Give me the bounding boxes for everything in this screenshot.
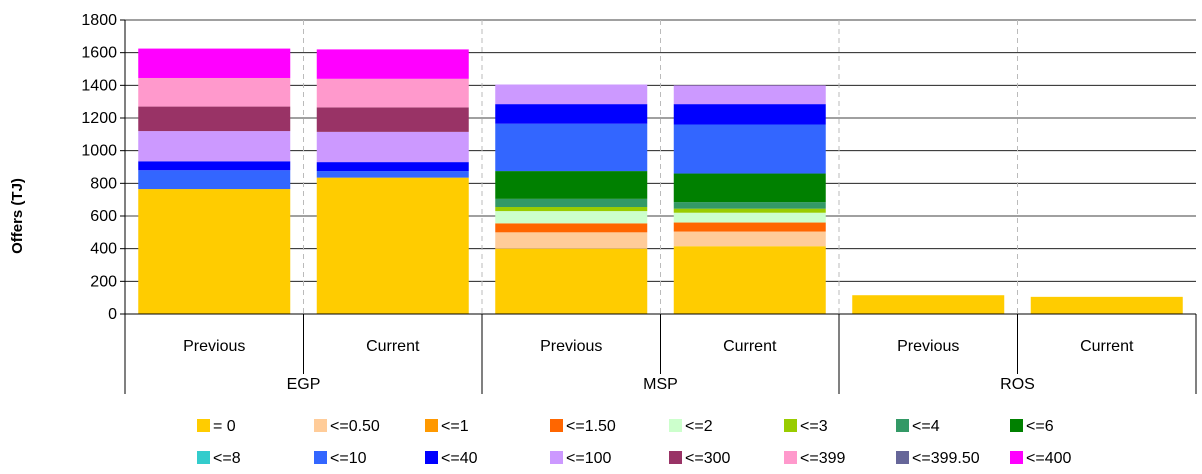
bar-segment [673,173,826,203]
legend-swatch [550,451,563,464]
legend-swatch [896,419,909,432]
y-tick-label: 800 [90,175,117,192]
legend-swatch [550,419,563,432]
category-label: Previous [183,338,245,355]
bar-segment [495,198,648,208]
y-tick-labels: 0 200 400 600 800 1000 1200 1400 1600 1800 [81,12,117,323]
legend-label: <=10 [330,450,367,467]
y-tick-label: 1200 [81,110,117,127]
group-labels: EGP MSP ROS [287,376,1035,393]
bar-segment [673,104,826,125]
bar-segment [316,131,469,163]
legend-swatch [896,451,909,464]
legend-swatch [1010,451,1023,464]
bar-segment [673,231,826,247]
y-axis-label: Offers (TJ) [9,178,26,254]
legend-swatch [425,419,438,432]
bar-segment [316,78,469,108]
legend-label: <=399.50 [912,450,980,467]
bar-segment [495,248,648,314]
bar-segment [673,246,826,314]
legend-label: = 0 [213,418,236,435]
group-label: ROS [1000,376,1035,393]
bar-segment [495,123,648,172]
legend-label: <=6 [1026,418,1054,435]
bar-segment [495,223,648,233]
legend-swatch [197,419,210,432]
axes [120,19,1197,394]
bar-segment [673,212,826,223]
bar-segment [495,211,648,224]
bar-segment [138,131,291,162]
group-label: MSP [643,376,678,393]
legend-label: <=0.50 [330,418,380,435]
legend-label: <=2 [685,418,713,435]
legend-swatch [197,451,210,464]
legend-label: <=300 [685,450,730,467]
y-tick-label: 1400 [81,77,117,94]
legend-swatch [669,451,682,464]
legend-label: <=1 [441,418,469,435]
bar-segment [316,177,469,314]
bar-segment [495,84,648,105]
legend-swatch [425,451,438,464]
bar-segment [316,49,469,79]
bar-segment [495,232,648,249]
bar-segment [673,124,826,174]
bar-segment [673,222,826,232]
category-label: Current [366,338,420,355]
bar-segment [1030,296,1183,314]
legend-label: <=4 [912,418,940,435]
bar-segment [138,189,291,314]
y-tick-label: 600 [90,208,117,225]
legend-swatch [1010,419,1023,432]
bar-segment [495,207,648,212]
bar-segment [138,48,291,78]
bar-segment [138,106,291,132]
y-tick-label: 1800 [81,12,117,29]
y-tick-label: 0 [108,306,117,323]
group-label: EGP [287,376,321,393]
legend-label: <=399 [800,450,845,467]
legend-label: <=1.50 [566,418,616,435]
legend-swatch [784,451,797,464]
bar-segment [138,77,291,107]
category-label: Previous [897,338,959,355]
legend-swatch [669,419,682,432]
legend-swatch [314,451,327,464]
bar-segment [673,208,826,213]
category-label: Current [1080,338,1134,355]
bar-segment [316,162,469,172]
bars [138,48,1183,314]
legend: = 0 <=0.50 <=1 <=1.50 <=2 <=3 <=4 <=6 <=8 <=10 <=4… [197,418,1071,467]
category-labels: Previous Current Previous Current Previous Cu… [183,338,1134,355]
legend-label: <=40 [441,450,478,467]
legend-label: <=100 [566,450,611,467]
gridlines [125,19,1196,314]
y-tick-label: 200 [90,273,117,290]
category-label: Previous [540,338,602,355]
bar-segment [852,295,1005,314]
category-label: Current [723,338,777,355]
legend-swatch [314,419,327,432]
legend-label: <=400 [1026,450,1071,467]
bar-segment [673,202,826,209]
legend-label: <=8 [213,450,241,467]
y-tick-label: 400 [90,241,117,258]
y-tick-label: 1600 [81,45,117,62]
legend-swatch [784,419,797,432]
bar-segment [316,107,469,132]
bar-segment [673,85,826,105]
bar-segment [495,171,648,199]
y-tick-label: 1000 [81,143,117,160]
bar-segment [138,161,291,171]
bar-segment [138,170,291,190]
bar-segment [495,104,648,124]
legend-label: <=3 [800,418,828,435]
bar-segment [316,171,469,178]
